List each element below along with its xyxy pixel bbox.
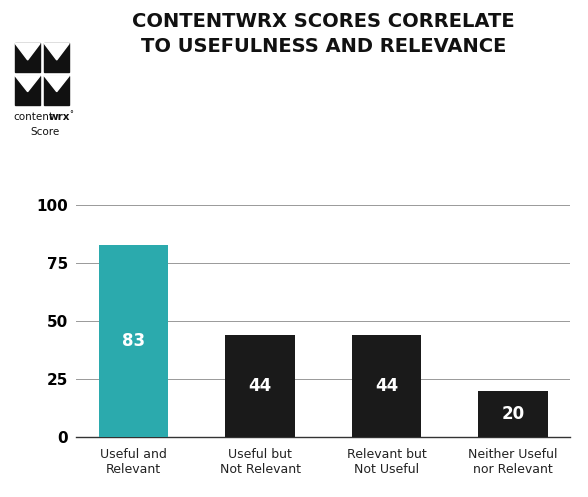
Text: TO USEFULNESS AND RELEVANCE: TO USEFULNESS AND RELEVANCE: [141, 37, 506, 56]
Text: content: content: [13, 112, 53, 122]
Polygon shape: [44, 43, 69, 60]
Polygon shape: [44, 76, 69, 91]
Polygon shape: [15, 76, 40, 104]
Text: Score: Score: [31, 127, 60, 137]
Bar: [352, 335, 422, 437]
Text: °: °: [69, 110, 73, 119]
Polygon shape: [15, 43, 40, 72]
Text: wrx: wrx: [48, 112, 70, 122]
Bar: [479, 391, 548, 437]
Text: 20: 20: [502, 405, 524, 423]
Bar: [99, 245, 168, 437]
Polygon shape: [15, 76, 40, 91]
Text: 83: 83: [122, 332, 145, 350]
Polygon shape: [44, 76, 69, 104]
Text: 44: 44: [249, 377, 272, 395]
Polygon shape: [15, 43, 40, 60]
Polygon shape: [44, 43, 69, 72]
Text: CONTENTWRX SCORES CORRELATE: CONTENTWRX SCORES CORRELATE: [132, 12, 514, 31]
Text: 44: 44: [375, 377, 398, 395]
Bar: [225, 335, 295, 437]
